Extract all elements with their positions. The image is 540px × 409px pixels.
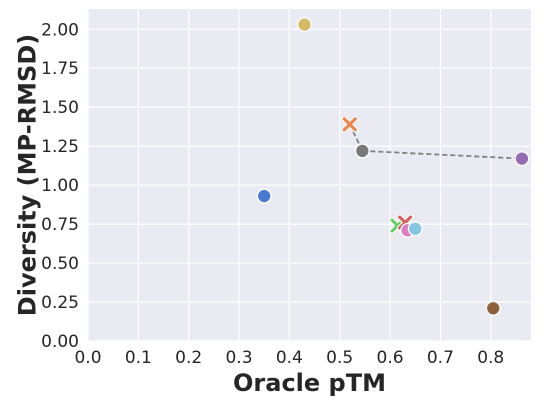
marker-stroke [342,117,357,132]
data-point-circle [297,17,312,33]
x-tick-label: 0.6 [377,348,404,368]
x-tick-label: 0.3 [225,348,252,368]
y-tick-label: 1.00 [41,176,79,196]
data-point-x-marker [341,116,359,133]
y-tick-label: 0.00 [41,332,79,352]
x-tick-label: 0.5 [326,348,353,368]
y-axis-label: Diversity (MP-RMSD) [13,34,41,316]
x-tick-label: 0.0 [74,348,101,368]
data-point-circle [514,151,530,167]
x-tick-label: 0.7 [427,348,454,368]
data-point-circle [354,143,370,159]
x-tick-label: 0.2 [175,348,202,368]
data-point-circle [485,300,501,316]
y-tick-label: 1.75 [41,59,79,79]
plot-area [88,9,531,341]
y-tick-label: 0.50 [41,254,79,274]
y-tick-label: 0.75 [41,215,79,235]
y-tick-label: 0.25 [41,293,79,313]
y-tick-label: 2.00 [41,20,79,40]
x-tick-label: 0.8 [477,348,504,368]
y-tick-label: 1.25 [41,137,79,157]
x-tick-label: 0.4 [276,348,303,368]
x-axis-label: Oracle pTM [233,369,386,397]
x-tick-label: 0.1 [125,348,152,368]
data-point-circle [407,221,423,237]
y-tick-label: 1.50 [41,98,79,118]
dashed-connector [362,149,522,160]
data-point-circle [256,188,272,204]
data-points [256,17,530,316]
tick-labels: 0.0 0.1 0.2 0.3 0.4 0.5 0.6 0.7 0.8 0.00 0.25 0.50 0… [41,20,504,368]
